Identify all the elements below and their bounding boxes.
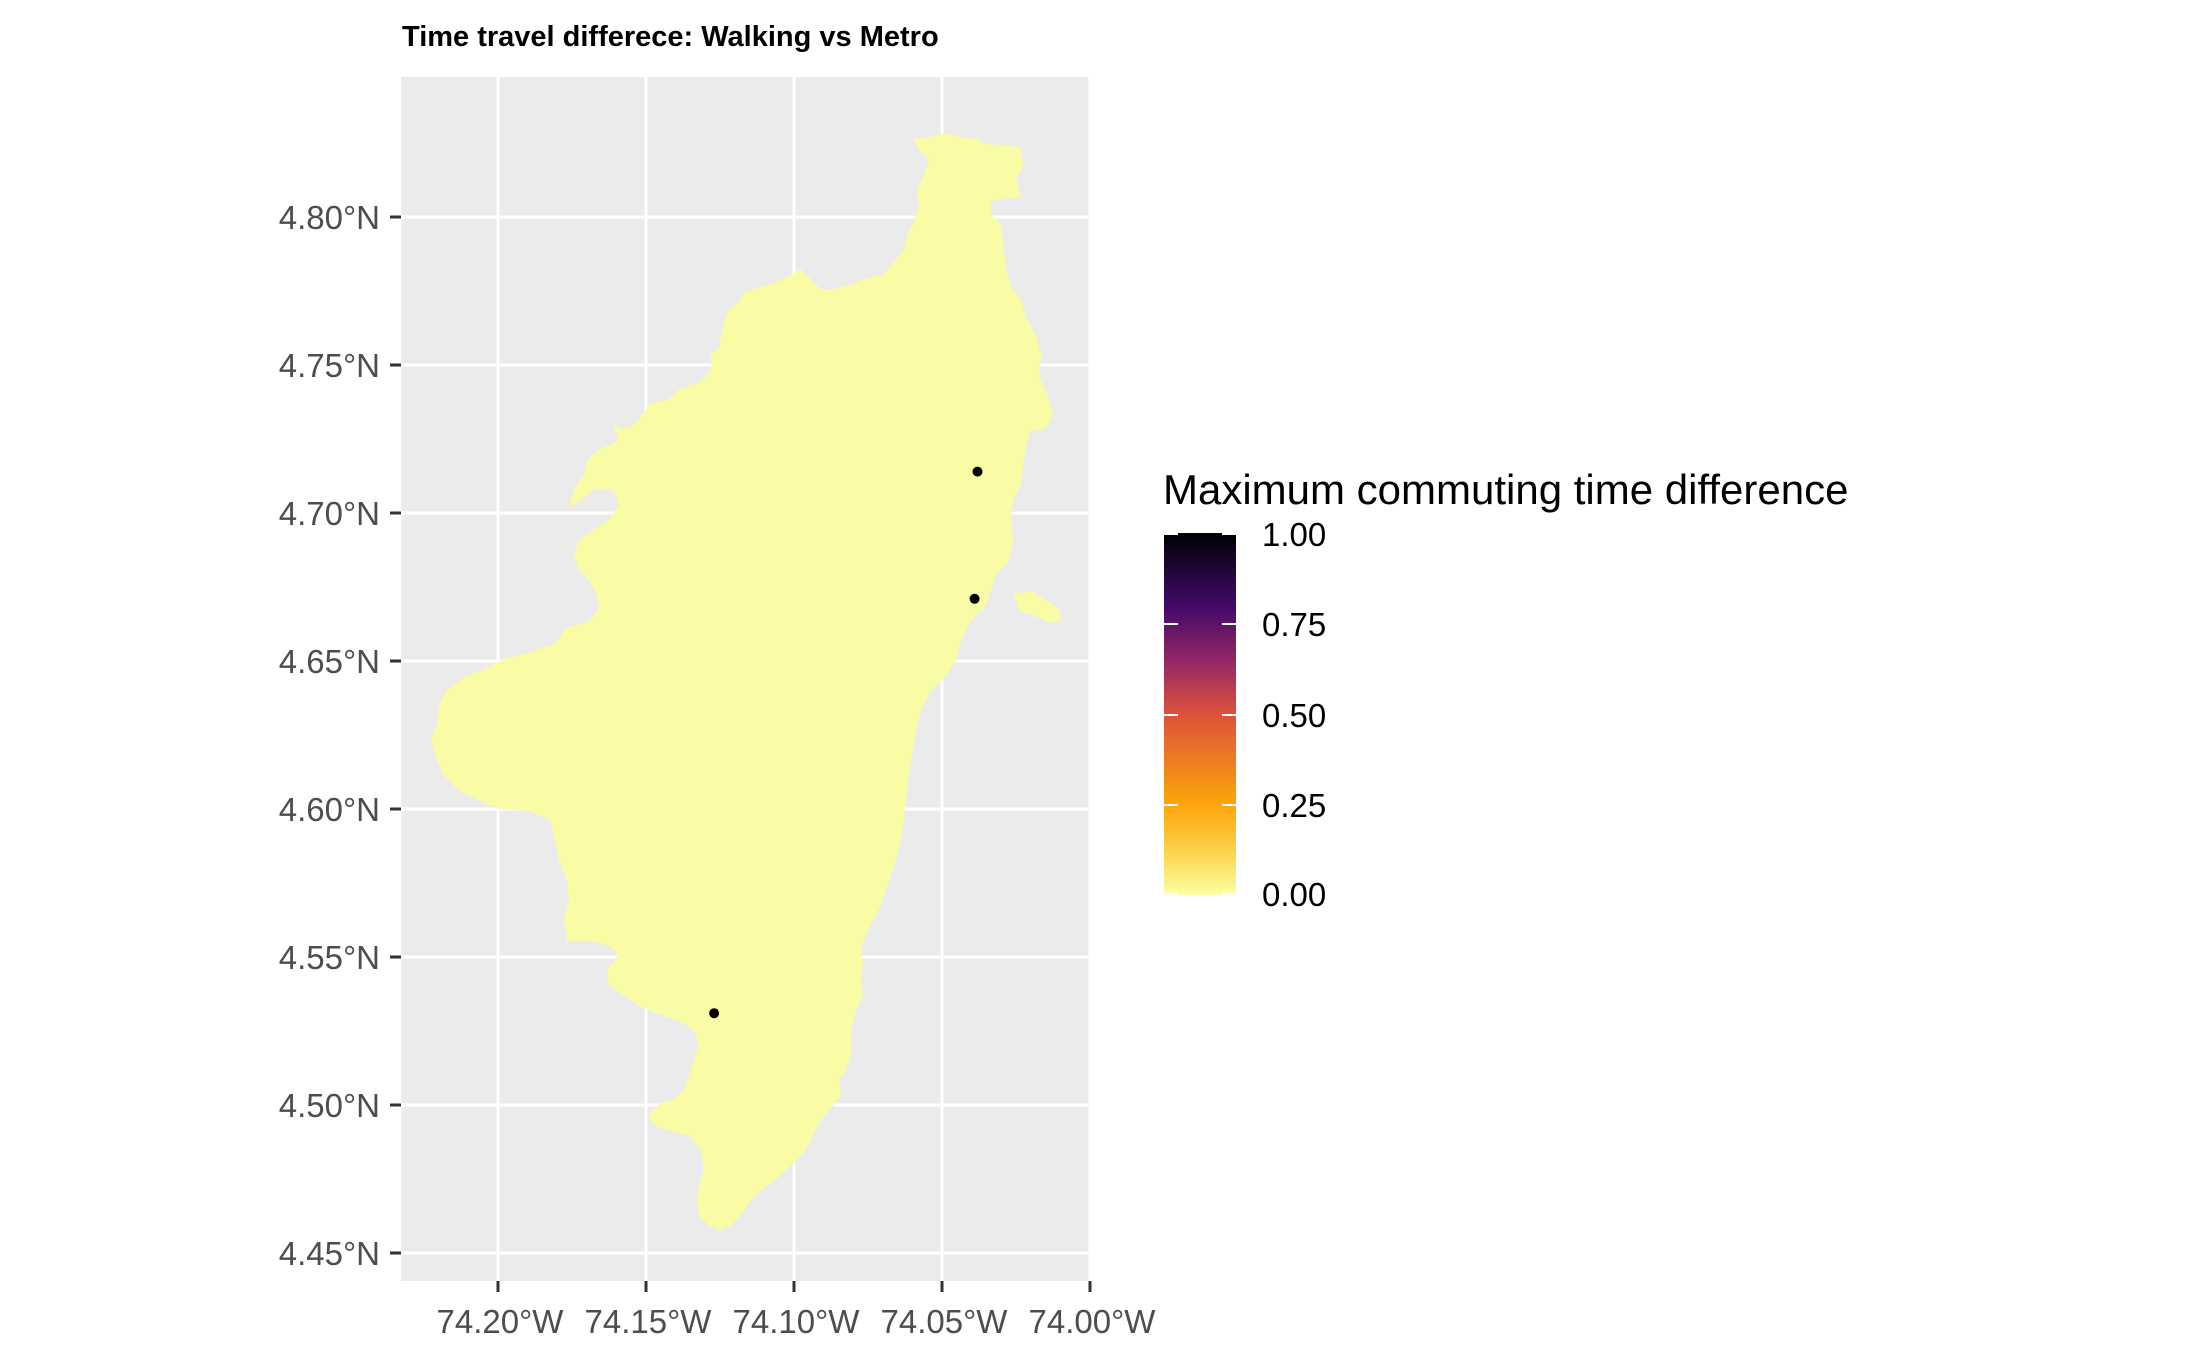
legend-ticks	[1164, 533, 1236, 895]
y-tick-label: 4.75°N	[279, 347, 380, 384]
x-tick-label: 74.20°W	[437, 1303, 565, 1340]
y-tick-label: 4.60°N	[279, 791, 380, 828]
location-point	[969, 593, 980, 604]
y-tick-label: 4.55°N	[279, 939, 380, 976]
city-region	[430, 132, 1062, 1232]
legend-label: 0.50	[1262, 697, 1326, 734]
x-tick-label: 74.15°W	[585, 1303, 713, 1340]
legend-label: 0.00	[1262, 876, 1326, 913]
x-tick-label: 74.05°W	[881, 1303, 1009, 1340]
x-tick-label: 74.00°W	[1029, 1303, 1157, 1340]
legend: Maximum commuting time difference 1.00 0…	[1163, 466, 1848, 913]
y-tick-label: 4.70°N	[279, 495, 380, 532]
legend-label: 1.00	[1262, 516, 1326, 553]
location-point	[709, 1008, 720, 1019]
x-axis: 74.20°W 74.15°W 74.10°W 74.05°W 74.00°W	[437, 1281, 1157, 1340]
legend-label: 0.75	[1262, 606, 1326, 643]
location-point	[972, 466, 983, 477]
y-axis: 4.80°N 4.75°N 4.70°N 4.65°N 4.60°N 4.55°…	[279, 199, 401, 1272]
points-layer	[709, 466, 983, 1019]
map-title: Time travel differece: Walking vs Metro	[402, 21, 939, 53]
y-tick-label: 4.65°N	[279, 643, 380, 680]
legend-title: Maximum commuting time difference	[1163, 466, 1848, 513]
y-tick-label: 4.50°N	[279, 1087, 380, 1124]
y-tick-label: 4.45°N	[279, 1235, 380, 1272]
legend-label: 0.25	[1262, 787, 1326, 824]
y-tick-label: 4.80°N	[279, 199, 380, 236]
x-tick-label: 74.10°W	[733, 1303, 861, 1340]
